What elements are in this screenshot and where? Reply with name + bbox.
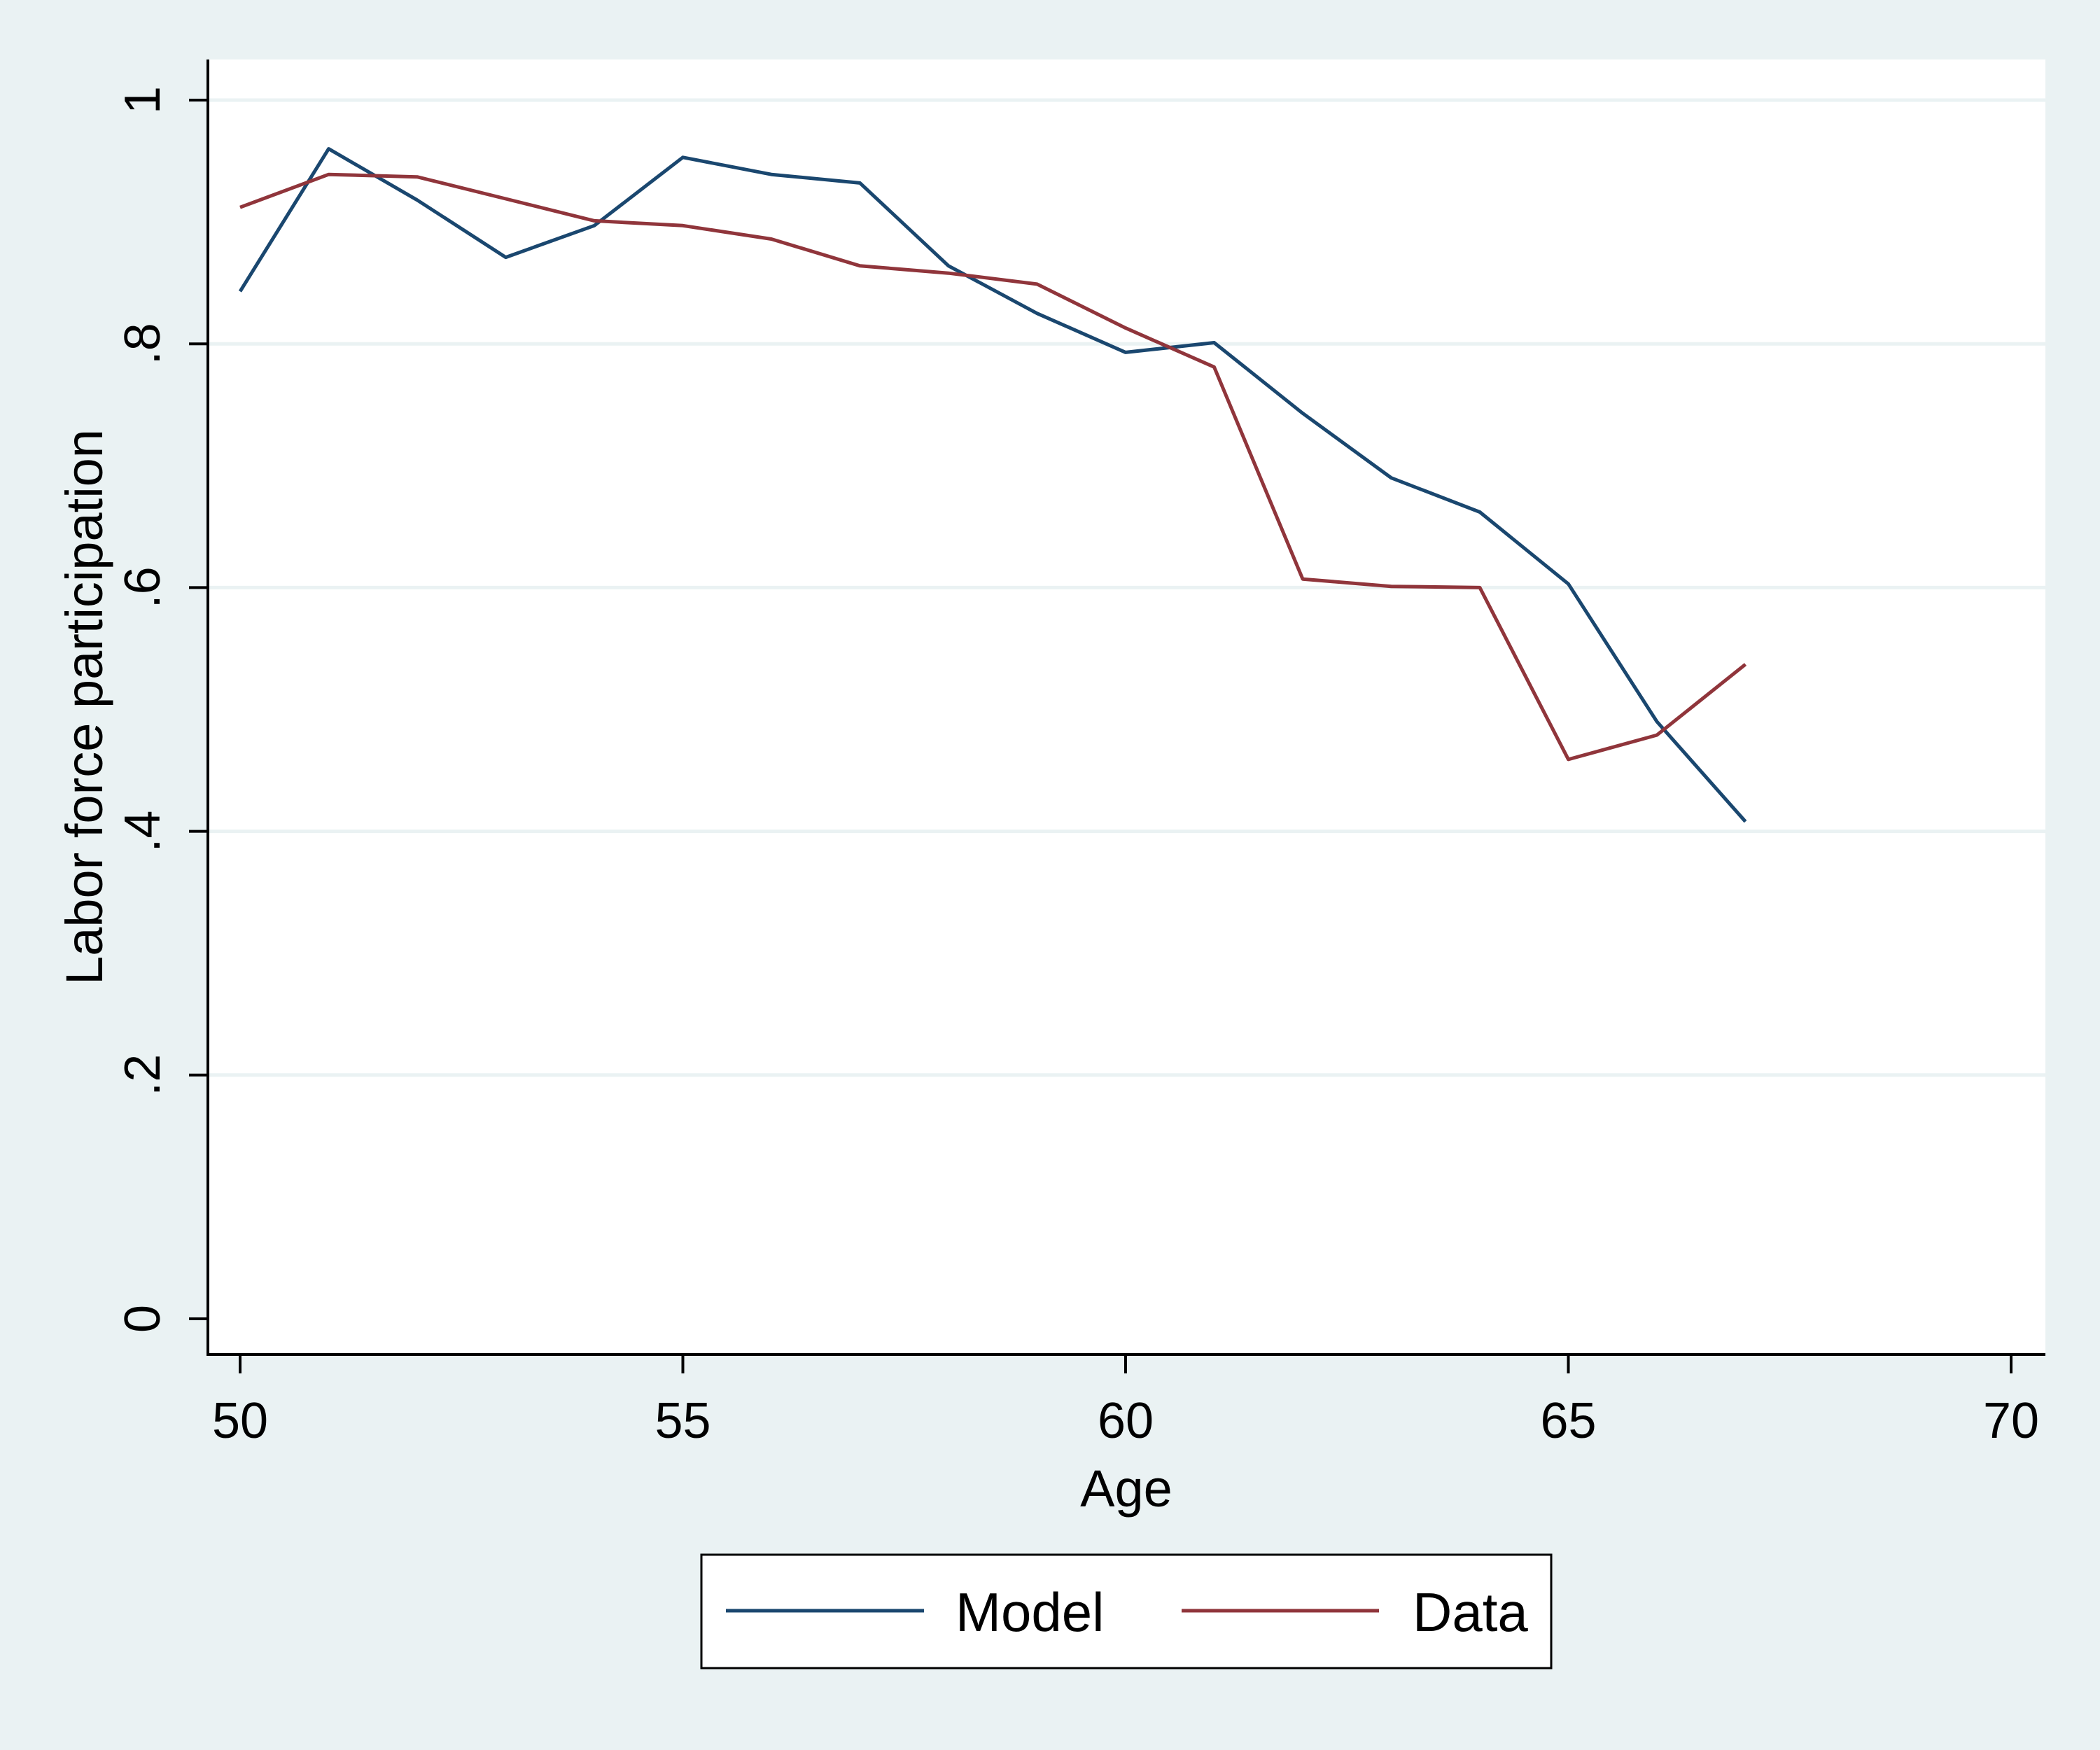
y-tick-label: 1 [115,86,171,114]
y-tick-label: .6 [115,566,171,608]
series-lines [238,147,1747,823]
series-line-data [239,172,1747,762]
legend-label-data: Data [1413,1581,1528,1643]
x-tick-label: 55 [654,1393,710,1449]
x-tick-label: 60 [1098,1393,1154,1449]
gridlines [209,98,2045,1077]
y-tick-label: 0 [115,1305,171,1333]
y-tick-label: .8 [115,323,171,365]
x-tick-label: 50 [212,1393,268,1449]
y-ticks: 0 .2 .4 .6 .8 1 [115,86,208,1333]
y-axis-title: Labor force participation [55,429,113,985]
legend-label-model: Model [955,1581,1104,1643]
y-tick-label: .2 [115,1054,171,1096]
plot-background [208,59,2045,1354]
legend: Model Data [700,1553,1553,1670]
x-ticks: 50 55 60 65 70 [212,1354,2039,1449]
x-tick-label: 70 [1983,1393,2039,1449]
x-tick-label: 65 [1540,1393,1596,1449]
series-line-model [238,147,1747,823]
x-axis-title: Age [1080,1460,1172,1518]
y-tick-label: .4 [115,811,171,853]
